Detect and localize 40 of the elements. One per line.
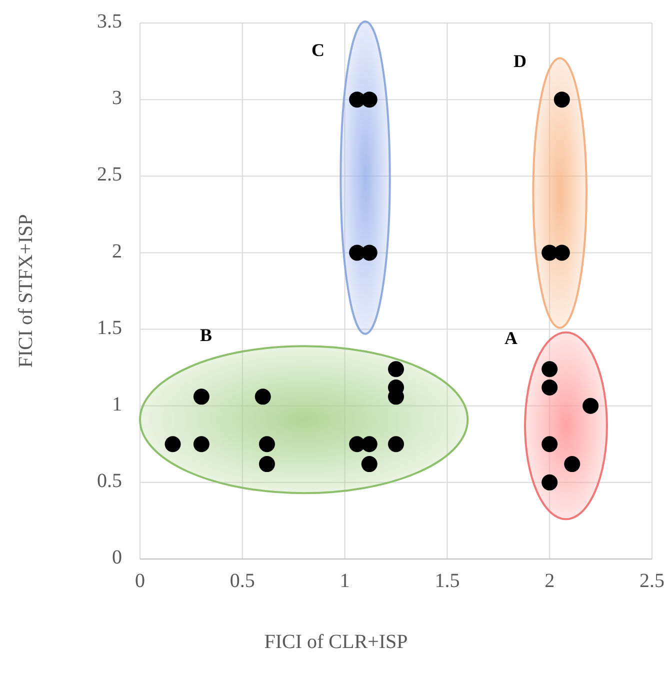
point [164, 436, 181, 452]
y-tick-label: 3.5 [97, 10, 122, 33]
annotation: C [312, 40, 324, 60]
x-tick-label: 0.5 [230, 570, 255, 592]
x-tick-label: 2 [544, 570, 555, 592]
x-tick-label: 1.5 [434, 570, 460, 592]
y-tick-label: 0 [112, 546, 122, 569]
y-tick-label: 1 [112, 393, 122, 416]
y-tick-label: 2.5 [97, 164, 122, 186]
point [388, 436, 404, 452]
annotation: A [504, 328, 518, 348]
y-axis-title: FICI of STFX+ISP [15, 214, 37, 368]
point [542, 379, 558, 396]
annotation: D [514, 51, 526, 72]
point [258, 436, 275, 452]
point [361, 244, 378, 261]
annotation: B [200, 325, 212, 346]
x-tick-label: 0 [135, 570, 145, 592]
y-tick-label: 1.5 [97, 316, 122, 339]
y-tick-label: 3 [112, 87, 122, 110]
point [258, 456, 275, 472]
point [254, 388, 271, 405]
point [554, 244, 570, 261]
y-tick-label: 2 [112, 240, 122, 262]
point [542, 474, 558, 490]
point [582, 398, 599, 414]
point [361, 456, 378, 472]
point [542, 361, 558, 378]
point [193, 436, 210, 452]
x-tick-label: 2.5 [640, 570, 664, 592]
point [361, 92, 378, 108]
point [564, 456, 580, 472]
point [554, 92, 570, 108]
point [193, 388, 210, 405]
point [542, 436, 558, 452]
point [388, 361, 404, 378]
x-axis-title: FICI of CLR+ISP [264, 631, 408, 653]
x-tick-label: 1 [340, 570, 350, 592]
point [361, 436, 378, 452]
y-tick-label: 0.5 [97, 470, 122, 492]
